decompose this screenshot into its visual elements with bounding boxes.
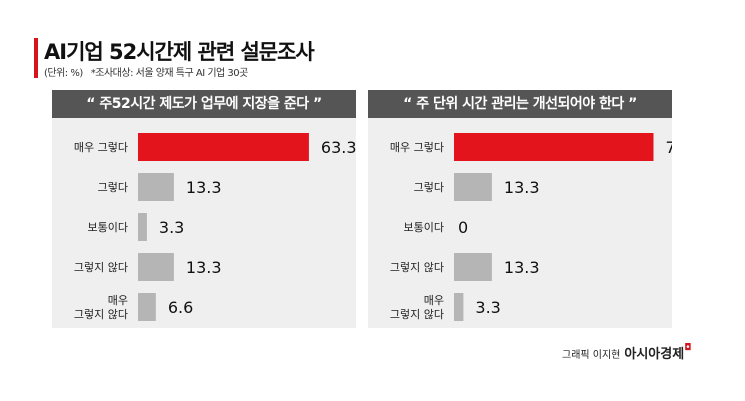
- survey-note: *조사대상: 서울 양재 특구 AI 기업 30곳: [90, 68, 249, 79]
- credit-author: 그래픽 이지현: [562, 350, 621, 361]
- bar: [454, 253, 492, 281]
- title-accent-bar: [34, 38, 38, 78]
- category-label: 그렇지 않다: [74, 261, 128, 274]
- category-label: 그렇지 않다: [390, 261, 444, 274]
- category-label: 보통이다: [88, 221, 128, 234]
- value-label: 70: [666, 138, 673, 157]
- value-label: 3.3: [475, 298, 500, 317]
- value-label: 13.3: [504, 178, 540, 197]
- unit-label: (단위: %): [44, 68, 83, 79]
- logo-mark-icon: ◘: [684, 343, 692, 353]
- chart-panel-right: “ 주 단위 시간 관리는 개선되어야 한다 ” 매우 그렇다 70 그렇다 13.3…: [368, 90, 672, 328]
- value-label: 3.3: [159, 218, 184, 237]
- bar: [138, 253, 174, 281]
- category-label: 매우: [424, 294, 444, 307]
- value-label: 63.3: [321, 138, 356, 157]
- chart-title: “ 주52시간 제도가 업무에 지장을 준다 ”: [52, 90, 356, 118]
- category-label: 그렇지 않다: [74, 308, 128, 321]
- credit: 그래픽 이지현 아시아경제◘: [562, 343, 691, 362]
- category-label: 매우 그렇다: [390, 141, 444, 154]
- subtitle: (단위: %) *조사대상: 서울 양재 특구 AI 기업 30곳: [44, 64, 248, 79]
- bar: [138, 173, 174, 201]
- bar: [138, 293, 156, 321]
- value-label: 13.3: [186, 178, 222, 197]
- value-label: 13.3: [186, 258, 222, 277]
- value-label: 13.3: [504, 258, 540, 277]
- category-label: 보통이다: [404, 221, 444, 234]
- bar: [138, 213, 147, 241]
- bar: [454, 293, 464, 321]
- value-label: 0: [458, 218, 468, 237]
- chart-title: “ 주 단위 시간 관리는 개선되어야 한다 ”: [368, 90, 672, 118]
- value-label: 6.6: [168, 298, 193, 317]
- category-label: 그렇다: [414, 181, 444, 194]
- publisher-logo: 아시아경제: [624, 347, 685, 362]
- category-label: 그렇지 않다: [390, 308, 444, 321]
- bar: [454, 133, 654, 161]
- chart-panel-left: “ 주52시간 제도가 업무에 지장을 준다 ” 매우 그렇다 63.3 그렇다 13…: [52, 90, 356, 328]
- bar: [138, 133, 309, 161]
- bar: [454, 173, 492, 201]
- page-title: AI기업 52시간제 관련 설문조사: [44, 40, 315, 64]
- category-label: 매우: [108, 294, 128, 307]
- category-label: 그렇다: [98, 181, 128, 194]
- category-label: 매우 그렇다: [74, 141, 128, 154]
